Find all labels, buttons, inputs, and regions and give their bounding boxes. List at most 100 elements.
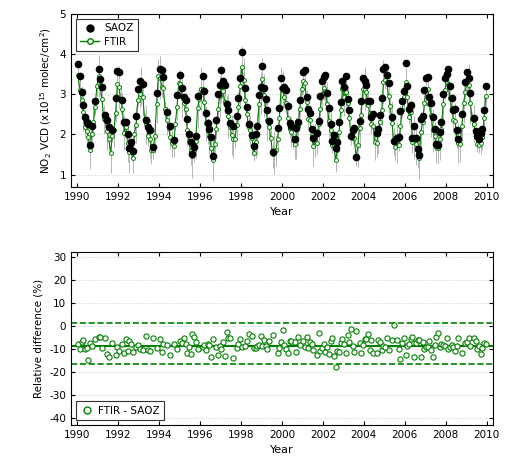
Point: [461, 340, 469, 347]
Point: [316, 347, 325, 355]
Point: [98, 344, 106, 352]
Point: [369, 349, 377, 356]
Point: [400, 334, 408, 342]
X-axis label: Year: Year: [270, 207, 294, 217]
Point: [77, 338, 85, 346]
Point: [129, 348, 137, 356]
Point: [282, 345, 290, 353]
Point: [455, 334, 463, 342]
Point: [463, 339, 471, 346]
Point: [144, 346, 152, 354]
Point: [275, 344, 283, 352]
Point: [414, 336, 422, 344]
Point: [234, 340, 242, 348]
Point: [113, 343, 121, 350]
Point: [362, 335, 370, 342]
Point: [475, 342, 483, 350]
Point: [367, 337, 375, 344]
Point: [388, 336, 396, 343]
Point: [351, 349, 359, 356]
Point: [385, 347, 393, 354]
Point: [188, 331, 197, 338]
Point: [393, 336, 401, 344]
Point: [434, 329, 442, 337]
Point: [482, 340, 490, 347]
Point: [212, 343, 220, 351]
Point: [253, 342, 261, 350]
Point: [229, 354, 237, 361]
Point: [383, 334, 391, 341]
Point: [340, 340, 348, 348]
Point: [157, 348, 166, 356]
Point: [480, 339, 488, 347]
Point: [436, 343, 444, 351]
Point: [204, 341, 212, 348]
Point: [250, 344, 258, 351]
Point: [441, 342, 449, 349]
Point: [352, 327, 360, 335]
Point: [432, 333, 440, 340]
Point: [214, 351, 222, 358]
Point: [236, 335, 244, 343]
Point: [241, 342, 249, 350]
Point: [408, 333, 417, 340]
Point: [417, 353, 425, 361]
Point: [185, 344, 193, 351]
Point: [217, 345, 226, 353]
Point: [333, 348, 341, 355]
Point: [84, 356, 92, 363]
Point: [401, 351, 409, 359]
Point: [136, 346, 144, 353]
Point: [327, 338, 335, 345]
Point: [274, 350, 282, 357]
Point: [199, 344, 207, 351]
Point: [390, 321, 398, 328]
Point: [437, 340, 446, 347]
Point: [285, 337, 294, 344]
Point: [79, 336, 87, 343]
Point: [348, 343, 357, 350]
Point: [338, 335, 346, 343]
Point: [209, 335, 217, 342]
Point: [123, 347, 132, 354]
Point: [142, 332, 150, 340]
Point: [451, 348, 459, 355]
Point: [181, 340, 189, 348]
Point: [118, 340, 126, 348]
Point: [265, 337, 273, 344]
Point: [146, 347, 154, 354]
Point: [479, 344, 487, 352]
Point: [314, 330, 323, 337]
Point: [163, 341, 171, 349]
Point: [356, 339, 364, 347]
Y-axis label: NO$_2$ VCD (x10$^{15}$ molec/cm$^2$): NO$_2$ VCD (x10$^{15}$ molec/cm$^2$): [39, 27, 54, 174]
Point: [448, 341, 456, 349]
Point: [415, 336, 423, 344]
Point: [74, 340, 82, 347]
Point: [342, 349, 350, 357]
Point: [444, 346, 452, 353]
Point: [422, 343, 430, 351]
Point: [446, 343, 454, 351]
Point: [357, 350, 365, 357]
Point: [83, 344, 91, 352]
Point: [453, 342, 461, 350]
Point: [359, 341, 367, 349]
Point: [406, 335, 415, 343]
Point: [207, 353, 215, 361]
Point: [180, 334, 188, 341]
Point: [101, 334, 109, 341]
Point: [471, 338, 480, 345]
Point: [381, 343, 389, 351]
Point: [322, 348, 330, 356]
Point: [262, 342, 270, 349]
Point: [366, 347, 374, 354]
Point: [255, 341, 263, 348]
Point: [287, 337, 295, 344]
Point: [449, 343, 457, 351]
Point: [429, 353, 437, 361]
Point: [88, 342, 96, 349]
Point: [337, 339, 345, 347]
Point: [176, 337, 184, 344]
Point: [403, 343, 411, 350]
